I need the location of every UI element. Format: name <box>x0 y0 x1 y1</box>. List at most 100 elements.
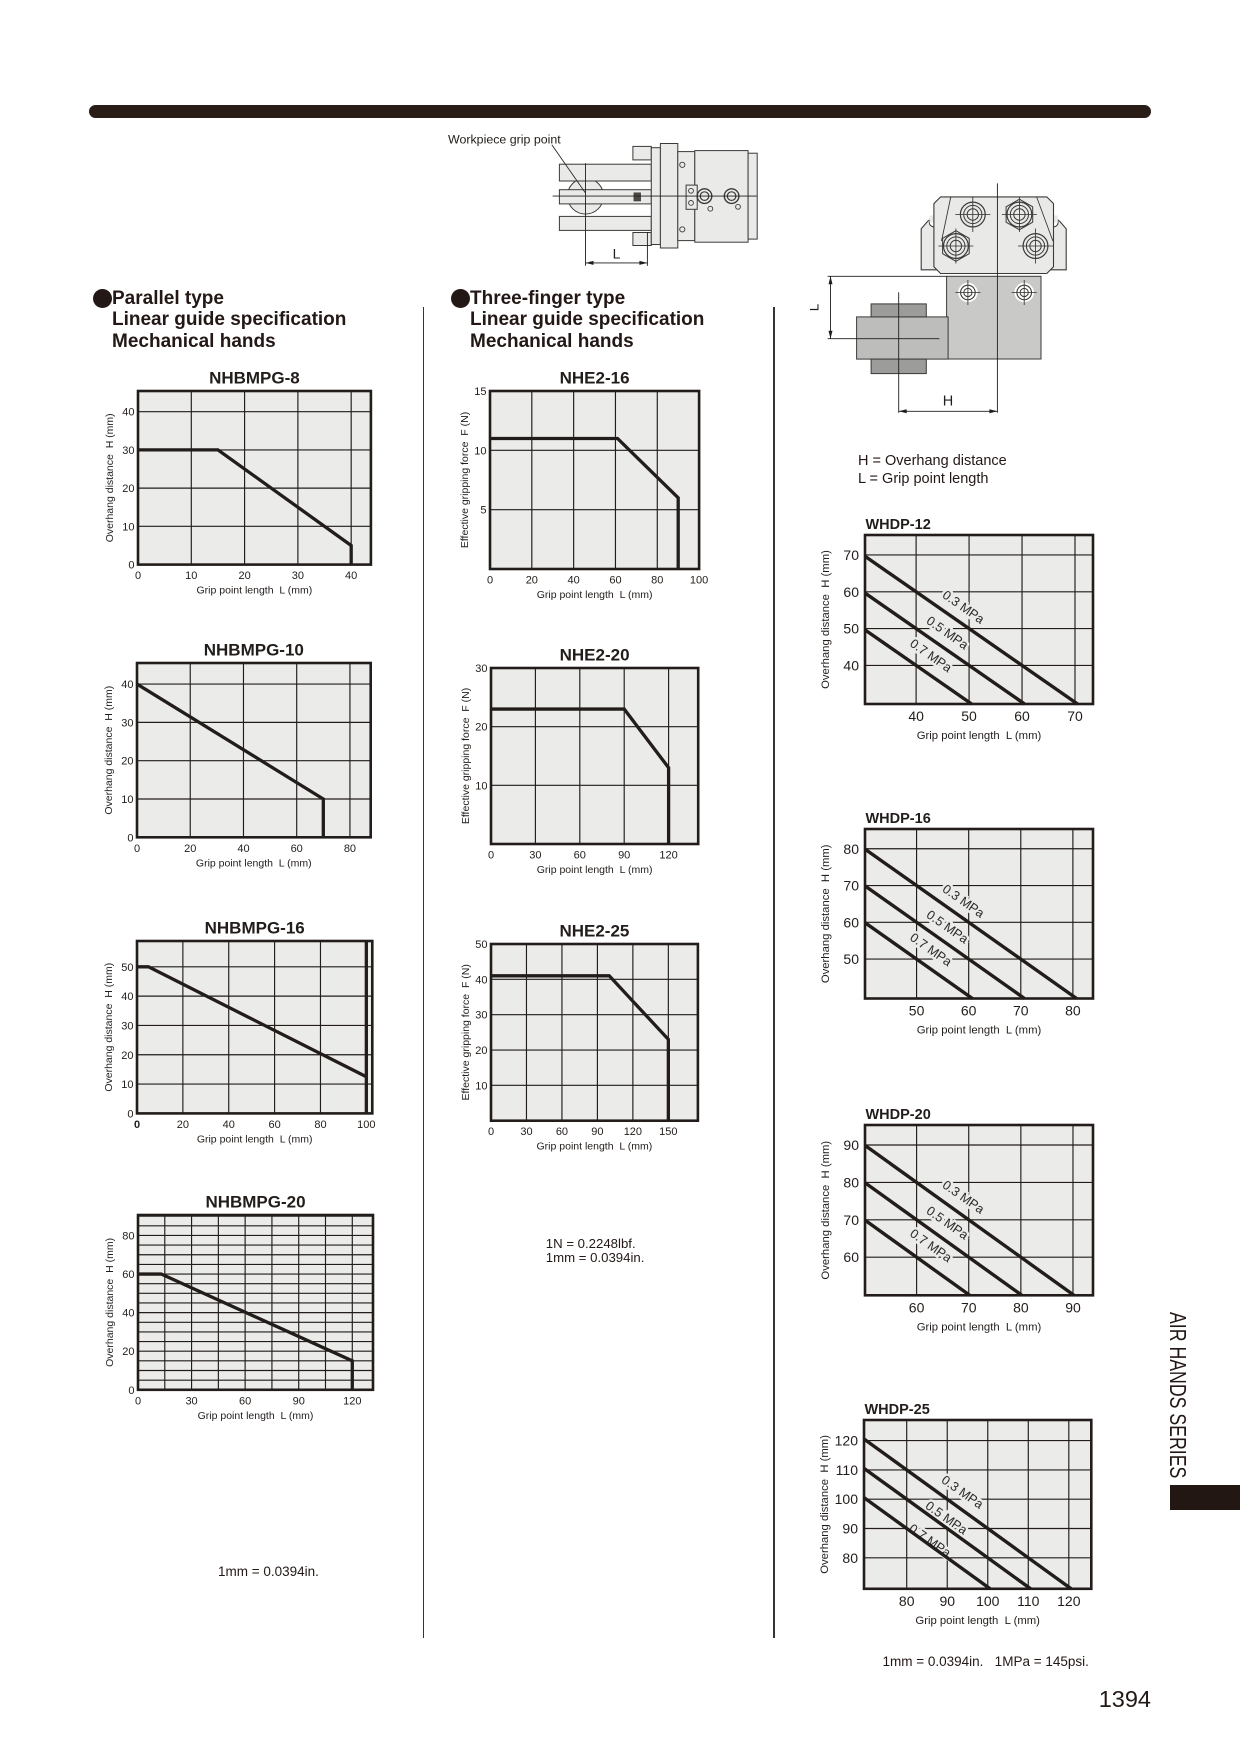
svg-text:10: 10 <box>475 445 487 457</box>
svg-text:50: 50 <box>843 951 859 967</box>
svg-text:70: 70 <box>1067 708 1083 724</box>
svg-text:40: 40 <box>123 407 135 419</box>
svg-text:Overhang distance H (mm): Overhang distance H (mm) <box>820 845 832 984</box>
svg-text:20: 20 <box>122 1049 134 1061</box>
svg-text:80: 80 <box>1065 1003 1081 1019</box>
svg-text:0: 0 <box>487 575 493 587</box>
svg-text:100: 100 <box>690 575 708 587</box>
svg-text:0: 0 <box>488 1126 494 1138</box>
svg-text:0: 0 <box>488 850 494 862</box>
svg-text:70: 70 <box>961 1299 977 1315</box>
svg-text:120: 120 <box>835 1432 859 1448</box>
svg-text:Grip point length L (mm): Grip point length L (mm) <box>196 858 312 870</box>
svg-text:0: 0 <box>129 560 135 572</box>
svg-text:H: H <box>943 394 953 410</box>
svg-text:NHE2-25: NHE2-25 <box>560 921 630 940</box>
svg-text:0: 0 <box>135 570 141 582</box>
svg-text:60: 60 <box>843 915 859 931</box>
svg-text:Effective gripping force F (N: Effective gripping force F (N) <box>459 412 471 548</box>
svg-text:0: 0 <box>128 1108 134 1120</box>
svg-text:20: 20 <box>121 756 133 768</box>
svg-text:Grip point length L (mm): Grip point length L (mm) <box>197 1133 313 1145</box>
svg-text:60: 60 <box>1014 708 1030 724</box>
svg-text:WHDP-12: WHDP-12 <box>865 517 930 533</box>
svg-text:110: 110 <box>1017 1593 1040 1609</box>
svg-text:NHBMPG-10: NHBMPG-10 <box>203 641 303 660</box>
svg-text:60: 60 <box>843 1249 859 1265</box>
svg-text:20: 20 <box>526 575 538 587</box>
svg-text:70: 70 <box>843 547 859 563</box>
svg-text:0: 0 <box>128 1385 134 1397</box>
svg-text:WHDP-20: WHDP-20 <box>865 1107 930 1123</box>
svg-text:120: 120 <box>1057 1593 1081 1609</box>
svg-text:80: 80 <box>843 1550 859 1566</box>
svg-text:70: 70 <box>843 878 859 894</box>
svg-text:Grip point length L (mm): Grip point length L (mm) <box>537 589 653 601</box>
svg-text:L: L <box>613 246 621 262</box>
svg-text:10: 10 <box>122 1079 134 1091</box>
svg-text:60: 60 <box>908 1299 924 1315</box>
svg-text:40: 40 <box>843 657 859 673</box>
svg-text:80: 80 <box>843 841 859 857</box>
svg-text:Effective gripping force F (N: Effective gripping force F (N) <box>460 688 472 824</box>
svg-text:90: 90 <box>292 1396 304 1408</box>
svg-text:100: 100 <box>835 1491 859 1507</box>
svg-text:NHE2-16: NHE2-16 <box>560 369 630 388</box>
svg-text:100: 100 <box>976 1593 1000 1609</box>
svg-text:Workpiece grip point: Workpiece grip point <box>448 133 561 147</box>
svg-text:Effective gripping force F (N: Effective gripping force F (N) <box>460 964 472 1100</box>
svg-text:Grip point length L (mm): Grip point length L (mm) <box>916 1321 1041 1333</box>
svg-text:40: 40 <box>223 1118 235 1130</box>
svg-text:NHBMPG-20: NHBMPG-20 <box>205 1193 305 1212</box>
svg-text:80: 80 <box>651 575 663 587</box>
svg-text:60: 60 <box>122 1269 134 1281</box>
svg-text:Overhang distance H (mm): Overhang distance H (mm) <box>104 414 116 543</box>
svg-text:80: 80 <box>1013 1299 1029 1315</box>
svg-text:10: 10 <box>123 522 135 534</box>
svg-text:20: 20 <box>475 722 487 734</box>
svg-text:60: 60 <box>610 575 622 587</box>
svg-text:20: 20 <box>177 1118 189 1130</box>
svg-text:110: 110 <box>836 1462 859 1478</box>
svg-text:NHE2-20: NHE2-20 <box>559 646 629 665</box>
svg-text:50: 50 <box>908 1003 924 1019</box>
svg-text:60: 60 <box>239 1396 251 1408</box>
svg-text:10: 10 <box>121 794 133 806</box>
svg-text:Grip point length L (mm): Grip point length L (mm) <box>916 1025 1041 1037</box>
svg-text:50: 50 <box>843 620 859 636</box>
svg-text:Grip point length L (mm): Grip point length L (mm) <box>198 1410 314 1422</box>
svg-text:Grip point length L (mm): Grip point length L (mm) <box>537 1141 653 1153</box>
svg-text:Grip point length L (mm): Grip point length L (mm) <box>916 730 1041 742</box>
svg-text:Overhang distance H (mm): Overhang distance H (mm) <box>104 1238 116 1367</box>
svg-text:80: 80 <box>315 1118 327 1130</box>
svg-text:30: 30 <box>185 1396 197 1408</box>
svg-text:90: 90 <box>618 850 630 862</box>
svg-text:40: 40 <box>121 679 133 691</box>
svg-text:80: 80 <box>843 1174 859 1190</box>
svg-text:5: 5 <box>481 505 487 517</box>
svg-text:50: 50 <box>961 708 977 724</box>
svg-text:70: 70 <box>1013 1003 1029 1019</box>
svg-text:60: 60 <box>269 1118 281 1130</box>
svg-text:80: 80 <box>343 843 355 855</box>
svg-text:10: 10 <box>186 570 198 582</box>
svg-text:100: 100 <box>358 1118 376 1130</box>
svg-text:40: 40 <box>237 843 249 855</box>
svg-text:90: 90 <box>940 1593 956 1609</box>
svg-text:WHDP-25: WHDP-25 <box>865 1402 930 1418</box>
svg-text:20: 20 <box>123 483 135 495</box>
svg-text:0: 0 <box>134 1118 140 1130</box>
svg-text:Overhang distance H (mm): Overhang distance H (mm) <box>820 549 832 688</box>
svg-text:90: 90 <box>591 1126 603 1138</box>
svg-text:10: 10 <box>475 780 487 792</box>
svg-text:30: 30 <box>121 718 133 730</box>
svg-text:120: 120 <box>624 1126 642 1138</box>
svg-text:120: 120 <box>343 1396 361 1408</box>
svg-text:120: 120 <box>659 850 677 862</box>
svg-text:30: 30 <box>475 1010 487 1022</box>
svg-text:Overhang distance H (mm): Overhang distance H (mm) <box>103 962 115 1091</box>
svg-text:90: 90 <box>843 1137 859 1153</box>
svg-text:70: 70 <box>843 1211 859 1227</box>
svg-text:40: 40 <box>345 570 357 582</box>
svg-text:20: 20 <box>122 1347 134 1359</box>
